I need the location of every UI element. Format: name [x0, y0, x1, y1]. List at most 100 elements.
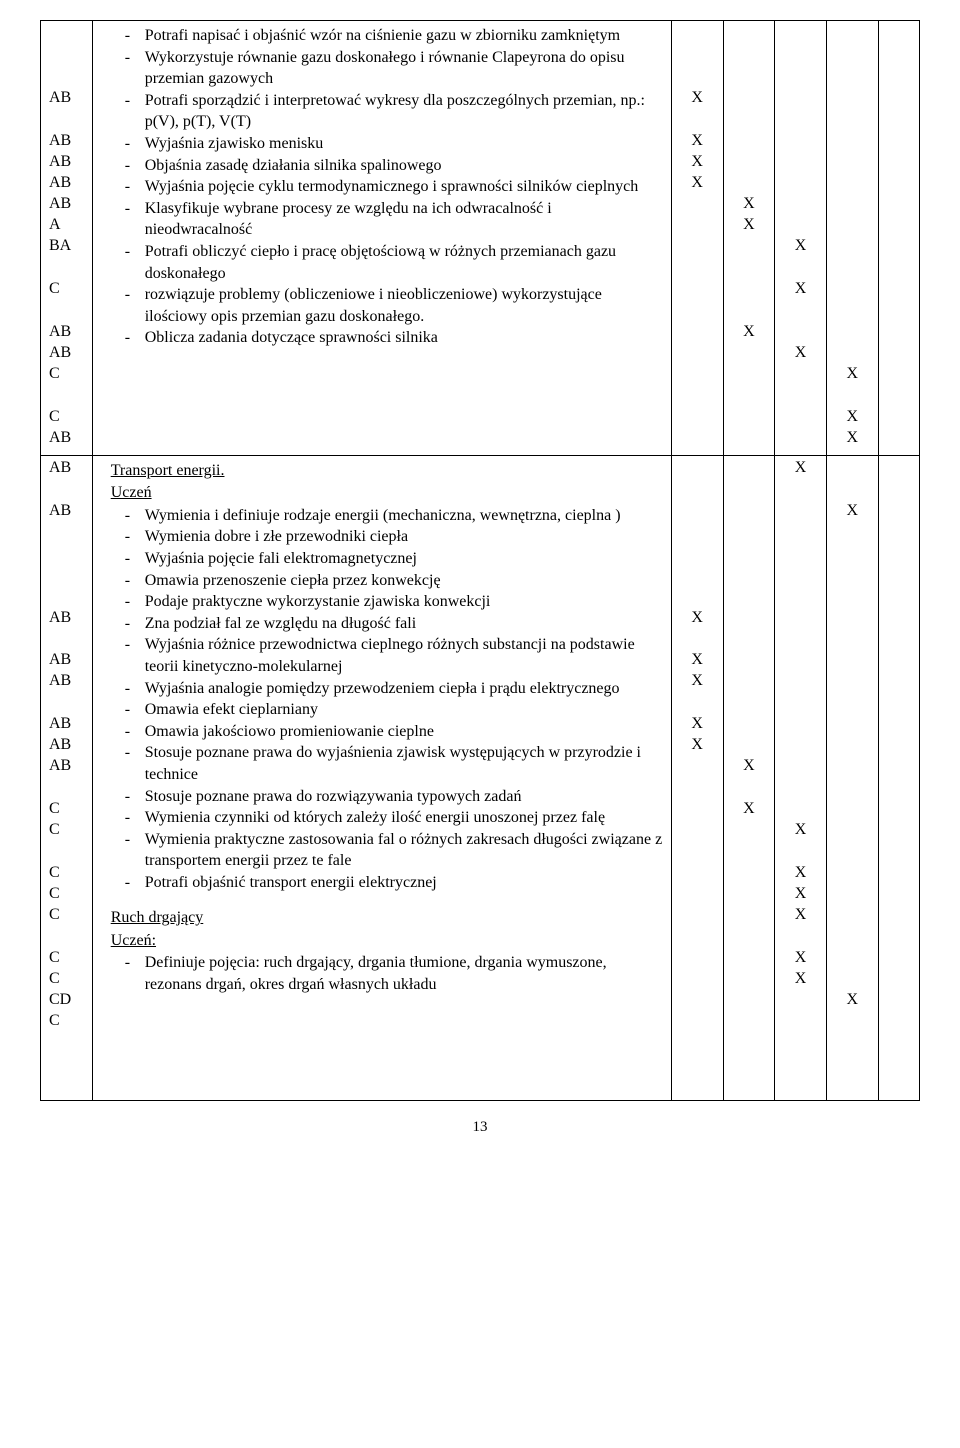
- mark-x: X: [743, 800, 755, 818]
- mark-x: X: [795, 237, 807, 255]
- mark-col-4: X X: [826, 456, 878, 1101]
- code: AB: [49, 502, 71, 520]
- mark-col-1: X X X X X: [671, 456, 723, 1101]
- code: AB: [49, 757, 71, 775]
- mark-x: X: [691, 609, 703, 627]
- mark-col-2: X X: [723, 456, 775, 1101]
- mark-x: X: [691, 672, 703, 690]
- uczen-label: Uczeń: [101, 482, 663, 504]
- mark-x: X: [691, 89, 703, 107]
- codes-cell: AB AB AB AB AB AB AB AB C C C C C C C CD…: [41, 456, 93, 1101]
- bullet-item: Wyjaśnia różnice przewodnictwa cieplnego…: [101, 634, 663, 677]
- mark-col-4: X X X: [826, 21, 878, 456]
- mark-x: X: [795, 821, 807, 839]
- table-row: AB AB AB AB AB AB AB AB C C C C C C C CD…: [41, 456, 920, 1101]
- mark-x: X: [691, 153, 703, 171]
- code: AB: [49, 323, 71, 341]
- mark-x: X: [846, 429, 858, 447]
- mark-col-5: [878, 456, 919, 1101]
- mark-col-2: X X X: [723, 21, 775, 456]
- mark-x: X: [743, 195, 755, 213]
- bullet-item: Stosuje poznane prawa do rozwiązywania t…: [101, 786, 663, 808]
- bullet-item: Wyjaśnia zjawisko menisku: [101, 133, 663, 155]
- code: C: [49, 949, 60, 967]
- bullet-item: Oblicza zadania dotyczące sprawności sil…: [101, 327, 663, 349]
- bullet-item: Wyjaśnia analogie pomiędzy przewodzeniem…: [101, 678, 663, 700]
- codes-cell: AB AB AB AB AB A BA C AB AB C C AB: [41, 21, 93, 456]
- mark-x: X: [795, 970, 807, 988]
- bullet-item: Omawia przenoszenie ciepła przez konwekc…: [101, 570, 663, 592]
- mark-col-1: X X X X: [671, 21, 723, 456]
- bullet-item: Stosuje poznane prawa do wyjaśnienia zja…: [101, 742, 663, 785]
- mark-col-3: X X X: [775, 21, 827, 456]
- code: A: [49, 216, 61, 234]
- uczen-label: Uczeń:: [101, 930, 663, 952]
- code: BA: [49, 237, 71, 255]
- table-row: AB AB AB AB AB A BA C AB AB C C AB Potra…: [41, 21, 920, 456]
- code: CD: [49, 991, 71, 1009]
- mark-x: X: [691, 174, 703, 192]
- bullet-item: Definiuje pojęcia: ruch drgający, drgani…: [101, 952, 663, 995]
- code: AB: [49, 651, 71, 669]
- code: AB: [49, 672, 71, 690]
- code: C: [49, 408, 60, 426]
- mark-x: X: [691, 651, 703, 669]
- bullet-list: Wymienia i definiuje rodzaje energii (me…: [101, 505, 663, 894]
- bullet-item: Potrafi obliczyć ciepło i pracę objętośc…: [101, 241, 663, 284]
- bullet-item: Wymienia czynniki od których zależy iloś…: [101, 807, 663, 829]
- code: C: [49, 864, 60, 882]
- bullet-item: Wymienia dobre i złe przewodniki ciepła: [101, 526, 663, 548]
- bullet-item: Wymienia i definiuje rodzaje energii (me…: [101, 505, 663, 527]
- code: AB: [49, 132, 71, 150]
- code: AB: [49, 344, 71, 362]
- code: C: [49, 906, 60, 924]
- code: AB: [49, 174, 71, 192]
- bullet-list: Definiuje pojęcia: ruch drgający, drgani…: [101, 952, 663, 995]
- mark-x: X: [846, 408, 858, 426]
- page-number: 13: [40, 1119, 920, 1136]
- section-title: Ruch drgający: [101, 907, 663, 929]
- code: AB: [49, 459, 71, 477]
- code: C: [49, 1012, 60, 1030]
- bullet-item: Wykorzystuje równanie gazu doskonałego i…: [101, 47, 663, 90]
- code: AB: [49, 89, 71, 107]
- mark-x: X: [795, 344, 807, 362]
- code: C: [49, 365, 60, 383]
- code: C: [49, 821, 60, 839]
- code: AB: [49, 609, 71, 627]
- bullet-item: Zna podział fal ze względu na długość fa…: [101, 613, 663, 635]
- code: AB: [49, 736, 71, 754]
- mark-x: X: [846, 502, 858, 520]
- mark-x: X: [743, 757, 755, 775]
- mark-x: X: [795, 280, 807, 298]
- bullet-item: Objaśnia zasadę działania silnika spalin…: [101, 155, 663, 177]
- bullet-item: Wyjaśnia pojęcie cyklu termodynamicznego…: [101, 176, 663, 198]
- bullet-item: Wyjaśnia pojęcie fali elektromagnetyczne…: [101, 548, 663, 570]
- mark-x: X: [743, 323, 755, 341]
- bullet-item: Potrafi sporządzić i interpretować wykre…: [101, 90, 663, 133]
- mark-x: X: [795, 906, 807, 924]
- bullet-item: Potrafi napisać i objaśnić wzór na ciśni…: [101, 25, 663, 47]
- mark-x: X: [691, 715, 703, 733]
- mark-x: X: [846, 991, 858, 1009]
- bullet-item: Podaje praktyczne wykorzystanie zjawiska…: [101, 591, 663, 613]
- mark-x: X: [691, 132, 703, 150]
- bullet-item: Potrafi objaśnić transport energii elekt…: [101, 872, 663, 894]
- bullet-item: Omawia efekt cieplarniany: [101, 699, 663, 721]
- bullet-item: rozwiązuje problemy (obliczeniowe i nieo…: [101, 284, 663, 327]
- mark-col-5: [878, 21, 919, 456]
- content-cell: Transport energii. Uczeń Wymienia i defi…: [92, 456, 671, 1101]
- mark-x: X: [795, 885, 807, 903]
- mark-x: X: [795, 949, 807, 967]
- mark-x: X: [795, 459, 807, 477]
- mark-x: X: [795, 864, 807, 882]
- mark-x: X: [691, 736, 703, 754]
- section-title: Transport energii.: [101, 460, 663, 482]
- mark-x: X: [743, 216, 755, 234]
- bullet-item: Wymienia praktyczne zastosowania fal o r…: [101, 829, 663, 872]
- code: C: [49, 800, 60, 818]
- bullet-list: Potrafi napisać i objaśnić wzór na ciśni…: [101, 25, 663, 349]
- code: AB: [49, 429, 71, 447]
- code: AB: [49, 153, 71, 171]
- code: AB: [49, 715, 71, 733]
